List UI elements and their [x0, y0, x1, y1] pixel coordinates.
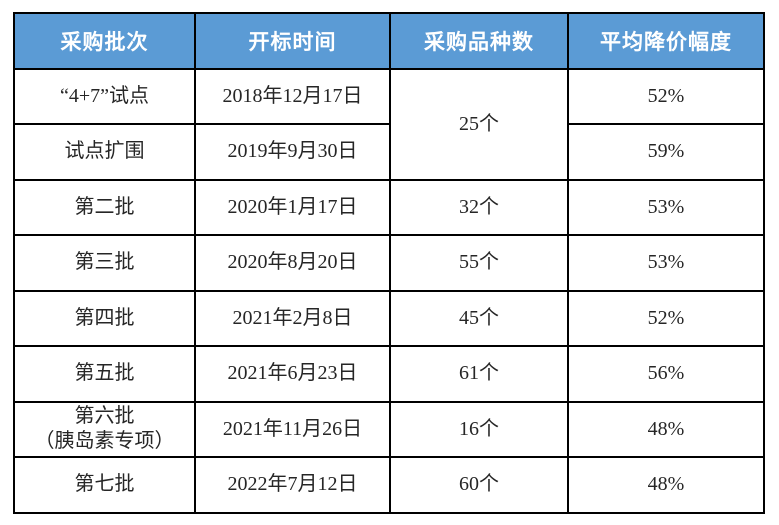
cell-variety-count: 55个 [389, 234, 569, 292]
header-variety-count: 采购品种数 [389, 12, 569, 70]
cell-batch: 第五批 [13, 345, 196, 403]
cell-variety-count: 61个 [389, 345, 569, 403]
cell-batch: “4+7”试点 [13, 67, 196, 125]
table-row: 第四批 2021年2月8日 45个 52% [13, 289, 765, 347]
cell-open-date: 2021年2月8日 [194, 289, 391, 347]
cell-avg-reduction: 52% [567, 289, 765, 347]
header-open-date: 开标时间 [194, 12, 391, 70]
cell-open-date: 2020年1月17日 [194, 178, 391, 236]
cell-open-date: 2019年9月30日 [194, 123, 391, 181]
cell-avg-reduction: 56% [567, 345, 765, 403]
cell-avg-reduction: 48% [567, 400, 765, 458]
table-row: 第三批 2020年8月20日 55个 53% [13, 234, 765, 292]
table-row: 试点扩围 2019年9月30日 59% [13, 123, 765, 181]
cell-variety-count: 32个 [389, 178, 569, 236]
cell-open-date: 2022年7月12日 [194, 456, 391, 514]
table-row: 第二批 2020年1月17日 32个 53% [13, 178, 765, 236]
header-avg-reduction: 平均降价幅度 [567, 12, 765, 70]
cell-batch: 试点扩围 [13, 123, 196, 181]
cell-open-date: 2021年11月26日 [194, 400, 391, 458]
table-row: 第六批 （胰岛素专项） 2021年11月26日 16个 48% [13, 400, 765, 458]
cell-variety-count: 45个 [389, 289, 569, 347]
cell-open-date: 2021年6月23日 [194, 345, 391, 403]
cell-open-date: 2020年8月20日 [194, 234, 391, 292]
cell-batch: 第三批 [13, 234, 196, 292]
table-row: 第七批 2022年7月12日 60个 48% [13, 456, 765, 514]
cell-variety-count: 60个 [389, 456, 569, 514]
header-row: 采购批次 开标时间 采购品种数 平均降价幅度 [13, 12, 765, 70]
cell-avg-reduction: 59% [567, 123, 765, 181]
cell-variety-count: 16个 [389, 400, 569, 458]
cell-batch: 第四批 [13, 289, 196, 347]
cell-variety-count-merged: 25个 [389, 67, 569, 181]
table-body: “4+7”试点 2018年12月17日 25个 52% 试点扩围 2019年9月… [13, 67, 765, 514]
cell-batch: 第六批 （胰岛素专项） [13, 400, 196, 458]
cell-avg-reduction: 53% [567, 178, 765, 236]
cell-batch: 第七批 [13, 456, 196, 514]
cell-avg-reduction: 52% [567, 67, 765, 125]
table-row: 第五批 2021年6月23日 61个 56% [13, 345, 765, 403]
cell-batch: 第二批 [13, 178, 196, 236]
cell-open-date: 2018年12月17日 [194, 67, 391, 125]
table-header: 采购批次 开标时间 采购品种数 平均降价幅度 [13, 12, 765, 70]
cell-avg-reduction: 53% [567, 234, 765, 292]
header-batch: 采购批次 [13, 12, 196, 70]
table-row: “4+7”试点 2018年12月17日 25个 52% [13, 67, 765, 181]
procurement-table: 采购批次 开标时间 采购品种数 平均降价幅度 “4+7”试点 2018年12月1… [13, 12, 765, 514]
cell-avg-reduction: 48% [567, 456, 765, 514]
